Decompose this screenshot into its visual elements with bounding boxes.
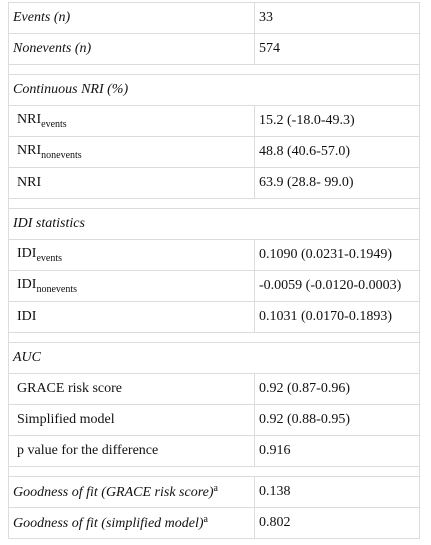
table-row: Nonevents (n) 574: [8, 33, 420, 65]
table-body: Events (n) 33 Nonevents (n) 574 Continuous N…: [8, 2, 420, 539]
table-row: Events (n) 33: [8, 2, 420, 34]
label-subscript: events: [41, 119, 67, 130]
table-row: IDIevents 0.1090 (0.0231-0.1949): [8, 239, 420, 271]
value-cell: 0.92 (0.87-0.96): [254, 373, 420, 405]
row-label: Goodness of fit (GRACE risk score): [13, 485, 214, 500]
spacer-row: [8, 198, 420, 209]
label-superscript: a: [213, 483, 218, 494]
spacer-row: [8, 332, 420, 343]
spacer-cell: [8, 466, 420, 477]
section-header-row: AUC: [8, 342, 420, 374]
label-cell: Goodness of fit (simplified model)a: [8, 507, 255, 539]
row-label: p value for the difference: [17, 443, 159, 458]
spacer-cell: [8, 64, 420, 75]
row-label: Simplified model: [17, 412, 115, 427]
value-cell: 0.802: [254, 507, 420, 539]
table-row: NRIevents 15.2 (-18.0-49.3): [8, 105, 420, 137]
label-cell: Events (n): [8, 2, 255, 34]
row-label: Nonevents (n): [13, 41, 92, 56]
label-cell: IDInonevents: [8, 270, 255, 302]
value-cell: -0.0059 (-0.0120-0.0003): [254, 270, 420, 302]
spacer-cell: [8, 198, 420, 209]
section-header-row: IDI statistics: [8, 208, 420, 240]
label-cell: Goodness of fit (GRACE risk score)a: [8, 476, 255, 508]
table-row: Simplified model 0.92 (0.88-0.95): [8, 404, 420, 436]
section-header-row: Continuous NRI (%): [8, 74, 420, 106]
label-subscript: nonevents: [36, 284, 77, 295]
row-label: NRI: [17, 175, 42, 190]
table-row: NRI 63.9 (28.8- 99.0): [8, 167, 420, 199]
row-label: GRACE risk score: [17, 381, 122, 396]
table-row: IDI 0.1031 (0.0170-0.1893): [8, 301, 420, 333]
label-cell: NRInonevents: [8, 136, 255, 168]
spacer-row: [8, 466, 420, 477]
section-title: AUC: [8, 342, 420, 374]
label-cell: NRI: [8, 167, 255, 199]
value-cell: 15.2 (-18.0-49.3): [254, 105, 420, 137]
value-cell: 63.9 (28.8- 99.0): [254, 167, 420, 199]
row-label: Goodness of fit (simplified model): [13, 516, 204, 531]
row-label: Events (n): [13, 10, 71, 25]
spacer-cell: [8, 332, 420, 343]
label-cell: IDI: [8, 301, 255, 333]
section-title: IDI statistics: [8, 208, 420, 240]
table-row: p value for the difference 0.916: [8, 435, 420, 467]
row-label: NRI: [17, 112, 42, 127]
row-label: IDI: [17, 309, 37, 324]
label-subscript: events: [36, 253, 62, 264]
table-row: IDInonevents -0.0059 (-0.0120-0.0003): [8, 270, 420, 302]
table-row: GRACE risk score 0.92 (0.87-0.96): [8, 373, 420, 405]
row-label: IDI: [17, 246, 37, 261]
results-table: Events (n) 33 Nonevents (n) 574 Continuous N…: [8, 2, 420, 539]
value-cell: 33: [254, 2, 420, 34]
row-label: IDI: [17, 277, 37, 292]
value-cell: 48.8 (40.6-57.0): [254, 136, 420, 168]
section-title: Continuous NRI (%): [8, 74, 420, 106]
value-cell: 0.1031 (0.0170-0.1893): [254, 301, 420, 333]
label-cell: IDIevents: [8, 239, 255, 271]
spacer-row: [8, 64, 420, 75]
value-cell: 574: [254, 33, 420, 65]
label-cell: GRACE risk score: [8, 373, 255, 405]
value-cell: 0.138: [254, 476, 420, 508]
label-subscript: nonevents: [41, 150, 82, 161]
label-superscript: a: [203, 514, 208, 525]
table-row: NRInonevents 48.8 (40.6-57.0): [8, 136, 420, 168]
value-cell: 0.916: [254, 435, 420, 467]
value-cell: 0.92 (0.88-0.95): [254, 404, 420, 436]
label-cell: Nonevents (n): [8, 33, 255, 65]
table-row: Goodness of fit (GRACE risk score)a 0.138: [8, 476, 420, 508]
label-cell: Simplified model: [8, 404, 255, 436]
value-cell: 0.1090 (0.0231-0.1949): [254, 239, 420, 271]
label-cell: NRIevents: [8, 105, 255, 137]
label-cell: p value for the difference: [8, 435, 255, 467]
row-label: NRI: [17, 143, 42, 158]
table-row: Goodness of fit (simplified model)a 0.802: [8, 507, 420, 539]
